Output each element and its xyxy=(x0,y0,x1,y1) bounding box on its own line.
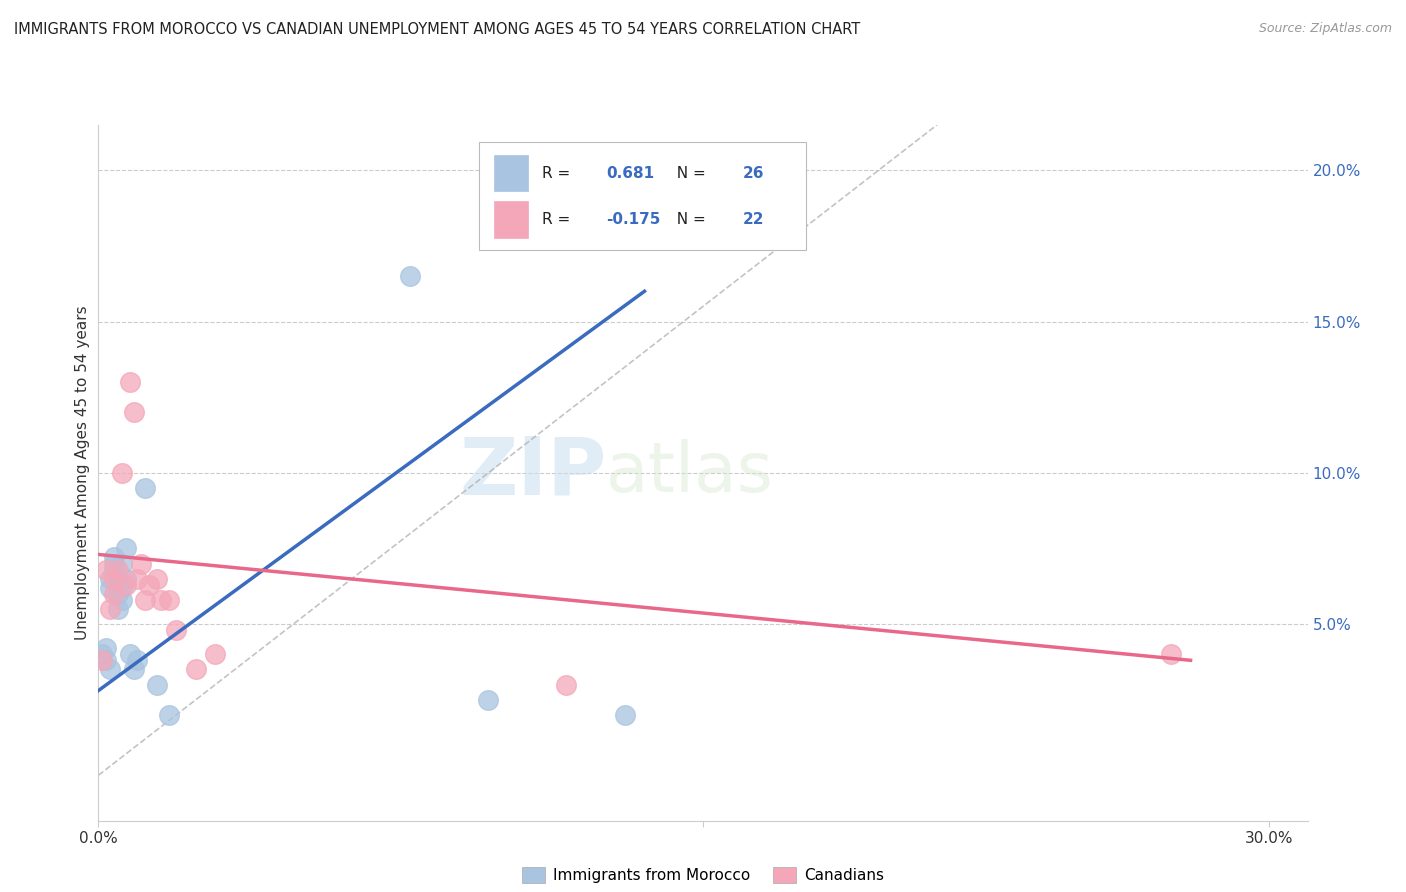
Point xyxy=(149,592,172,607)
Text: R =: R = xyxy=(543,212,575,227)
Point xyxy=(146,677,169,691)
Point xyxy=(134,481,156,495)
Point xyxy=(122,662,145,676)
Text: 22: 22 xyxy=(742,212,765,227)
Point xyxy=(103,572,125,586)
Text: -0.175: -0.175 xyxy=(606,212,661,227)
Point xyxy=(91,647,114,661)
Point xyxy=(165,623,187,637)
Text: ZIP: ZIP xyxy=(458,434,606,512)
Point xyxy=(98,602,121,616)
Point xyxy=(118,375,141,389)
Text: 26: 26 xyxy=(742,166,765,181)
Point xyxy=(96,563,118,577)
Point xyxy=(118,647,141,661)
Point xyxy=(157,707,180,722)
Point xyxy=(399,269,422,284)
Point xyxy=(96,641,118,656)
Text: 0.681: 0.681 xyxy=(606,166,654,181)
Point xyxy=(107,563,129,577)
Point xyxy=(131,557,153,571)
Point xyxy=(103,557,125,571)
Point xyxy=(122,405,145,419)
Point xyxy=(103,550,125,565)
Point xyxy=(114,577,136,591)
Point xyxy=(111,592,134,607)
Point xyxy=(103,587,125,601)
Point xyxy=(127,653,149,667)
Point xyxy=(114,541,136,556)
FancyBboxPatch shape xyxy=(494,202,527,237)
Text: atlas: atlas xyxy=(606,439,775,507)
Point xyxy=(103,563,125,577)
Point xyxy=(134,592,156,607)
FancyBboxPatch shape xyxy=(494,155,527,191)
Point xyxy=(157,592,180,607)
Point xyxy=(96,653,118,667)
Text: R =: R = xyxy=(543,166,575,181)
Point xyxy=(107,572,129,586)
Point xyxy=(204,647,226,661)
Point xyxy=(138,577,160,591)
Point xyxy=(91,653,114,667)
Point xyxy=(184,662,207,676)
Point xyxy=(98,581,121,595)
Point xyxy=(1160,647,1182,661)
Text: IMMIGRANTS FROM MOROCCO VS CANADIAN UNEMPLOYMENT AMONG AGES 45 TO 54 YEARS CORRE: IMMIGRANTS FROM MOROCCO VS CANADIAN UNEM… xyxy=(14,22,860,37)
Point xyxy=(127,572,149,586)
Y-axis label: Unemployment Among Ages 45 to 54 years: Unemployment Among Ages 45 to 54 years xyxy=(75,305,90,640)
Point xyxy=(614,707,637,722)
Point xyxy=(111,581,134,595)
Legend: Immigrants from Morocco, Canadians: Immigrants from Morocco, Canadians xyxy=(516,862,890,889)
Point xyxy=(107,587,129,601)
Text: Source: ZipAtlas.com: Source: ZipAtlas.com xyxy=(1258,22,1392,36)
Point xyxy=(555,677,578,691)
Point xyxy=(98,572,121,586)
Point xyxy=(146,572,169,586)
FancyBboxPatch shape xyxy=(479,142,806,250)
Point xyxy=(111,557,134,571)
Point xyxy=(114,572,136,586)
Point xyxy=(107,602,129,616)
Point xyxy=(477,692,499,706)
Point xyxy=(98,662,121,676)
Text: N =: N = xyxy=(666,166,710,181)
Point xyxy=(111,466,134,480)
Text: N =: N = xyxy=(666,212,710,227)
